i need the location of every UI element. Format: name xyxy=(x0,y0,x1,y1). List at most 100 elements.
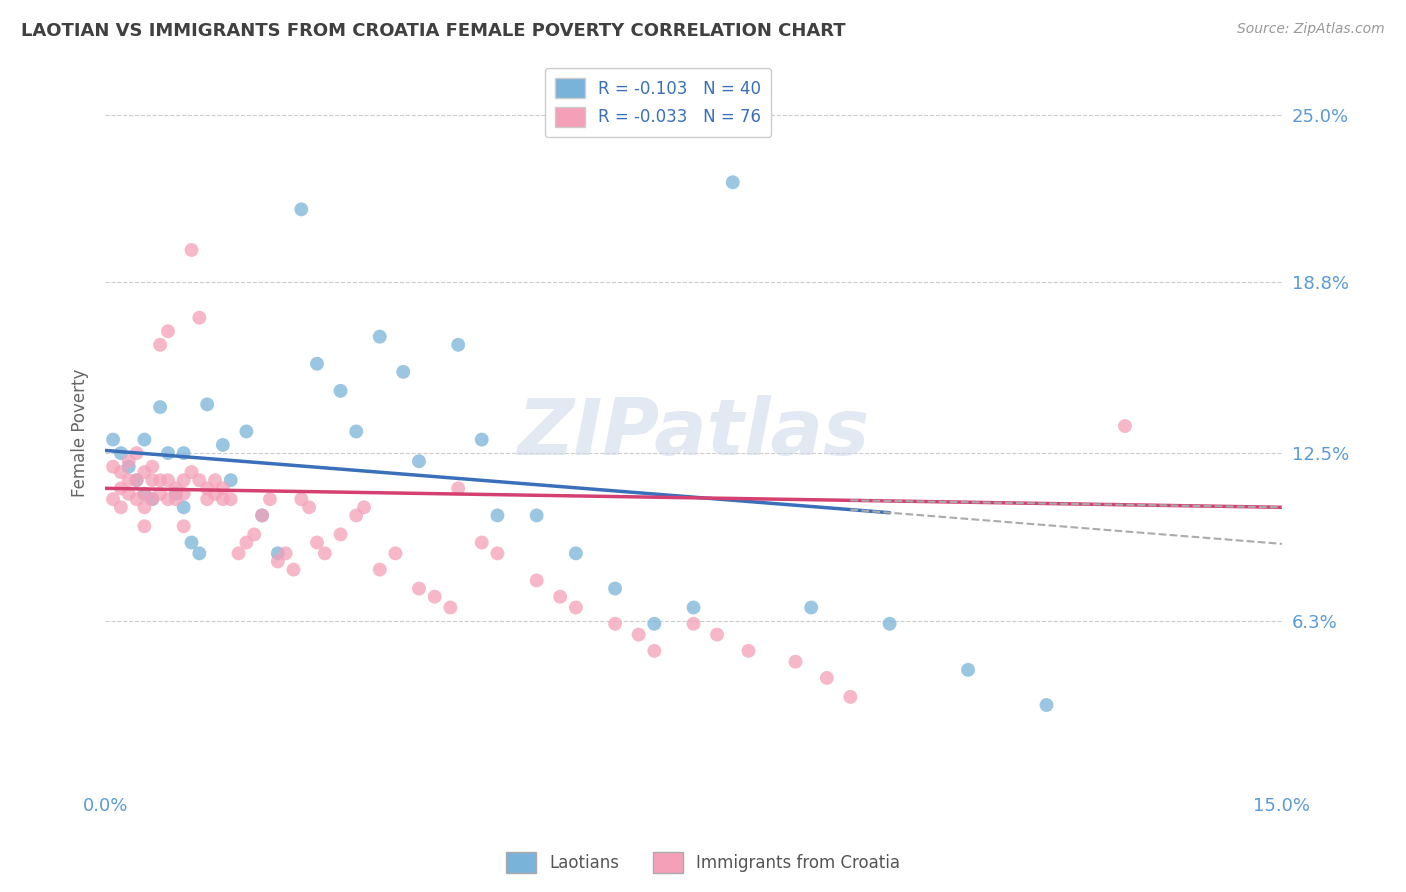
Point xyxy=(212,492,235,507)
Point xyxy=(353,500,375,515)
Point xyxy=(141,492,163,507)
Point xyxy=(314,546,336,560)
Point xyxy=(134,487,156,501)
Point xyxy=(118,454,141,468)
Point xyxy=(173,473,195,487)
Point xyxy=(603,582,626,596)
Point xyxy=(839,690,862,704)
Point xyxy=(141,492,163,507)
Point xyxy=(156,492,179,507)
Point xyxy=(785,655,807,669)
Point xyxy=(219,473,242,487)
Point xyxy=(188,546,211,560)
Point xyxy=(118,473,141,487)
Point xyxy=(290,202,312,217)
Point xyxy=(235,425,257,439)
Point xyxy=(180,535,202,549)
Point xyxy=(471,535,494,549)
Point xyxy=(682,600,704,615)
Point xyxy=(188,310,211,325)
Point xyxy=(706,627,728,641)
Point xyxy=(173,500,195,515)
Point xyxy=(384,546,406,560)
Point xyxy=(565,600,588,615)
Point xyxy=(173,519,195,533)
Point xyxy=(486,546,509,560)
Point xyxy=(879,616,901,631)
Text: ZIPatlas: ZIPatlas xyxy=(517,395,870,471)
Point xyxy=(643,616,665,631)
Point xyxy=(141,459,163,474)
Point xyxy=(408,582,430,596)
Point xyxy=(627,627,650,641)
Point xyxy=(125,473,148,487)
Point xyxy=(125,492,148,507)
Point xyxy=(471,433,494,447)
Point xyxy=(283,563,305,577)
Point xyxy=(134,500,156,515)
Point xyxy=(423,590,446,604)
Point xyxy=(110,500,132,515)
Point xyxy=(195,481,218,495)
Point xyxy=(344,508,367,523)
Point xyxy=(408,454,430,468)
Point xyxy=(125,473,148,487)
Point xyxy=(800,600,823,615)
Point xyxy=(526,574,548,588)
Point xyxy=(134,487,156,501)
Point xyxy=(149,338,172,352)
Point xyxy=(603,616,626,631)
Point xyxy=(118,459,141,474)
Point xyxy=(815,671,838,685)
Point xyxy=(439,600,461,615)
Point xyxy=(1035,698,1057,712)
Point xyxy=(243,527,266,541)
Point xyxy=(212,438,235,452)
Point xyxy=(250,508,273,523)
Point xyxy=(156,324,179,338)
Point xyxy=(141,473,163,487)
Point xyxy=(290,492,312,507)
Point xyxy=(447,338,470,352)
Text: Source: ZipAtlas.com: Source: ZipAtlas.com xyxy=(1237,22,1385,37)
Point xyxy=(204,487,226,501)
Point xyxy=(565,546,588,560)
Point xyxy=(957,663,980,677)
Point xyxy=(118,487,141,501)
Point xyxy=(149,473,172,487)
Point xyxy=(267,554,290,568)
Point xyxy=(195,492,218,507)
Point xyxy=(447,481,470,495)
Legend: R = -0.103   N = 40, R = -0.033   N = 76: R = -0.103 N = 40, R = -0.033 N = 76 xyxy=(546,68,772,136)
Point xyxy=(134,519,156,533)
Point xyxy=(486,508,509,523)
Point xyxy=(392,365,415,379)
Point xyxy=(368,563,391,577)
Point xyxy=(110,481,132,495)
Point xyxy=(101,433,124,447)
Point xyxy=(180,465,202,479)
Point xyxy=(149,400,172,414)
Point xyxy=(110,446,132,460)
Point xyxy=(267,546,290,560)
Point xyxy=(737,644,759,658)
Point xyxy=(228,546,250,560)
Point xyxy=(219,492,242,507)
Point xyxy=(180,243,202,257)
Point xyxy=(165,492,187,507)
Point xyxy=(101,492,124,507)
Point xyxy=(274,546,297,560)
Point xyxy=(165,481,187,495)
Point xyxy=(101,459,124,474)
Point xyxy=(212,481,235,495)
Point xyxy=(235,535,257,549)
Point xyxy=(204,473,226,487)
Point xyxy=(721,175,744,189)
Point xyxy=(134,433,156,447)
Legend: Laotians, Immigrants from Croatia: Laotians, Immigrants from Croatia xyxy=(499,846,907,880)
Point xyxy=(149,487,172,501)
Point xyxy=(1114,419,1136,434)
Point xyxy=(305,535,328,549)
Point xyxy=(173,446,195,460)
Point xyxy=(165,487,187,501)
